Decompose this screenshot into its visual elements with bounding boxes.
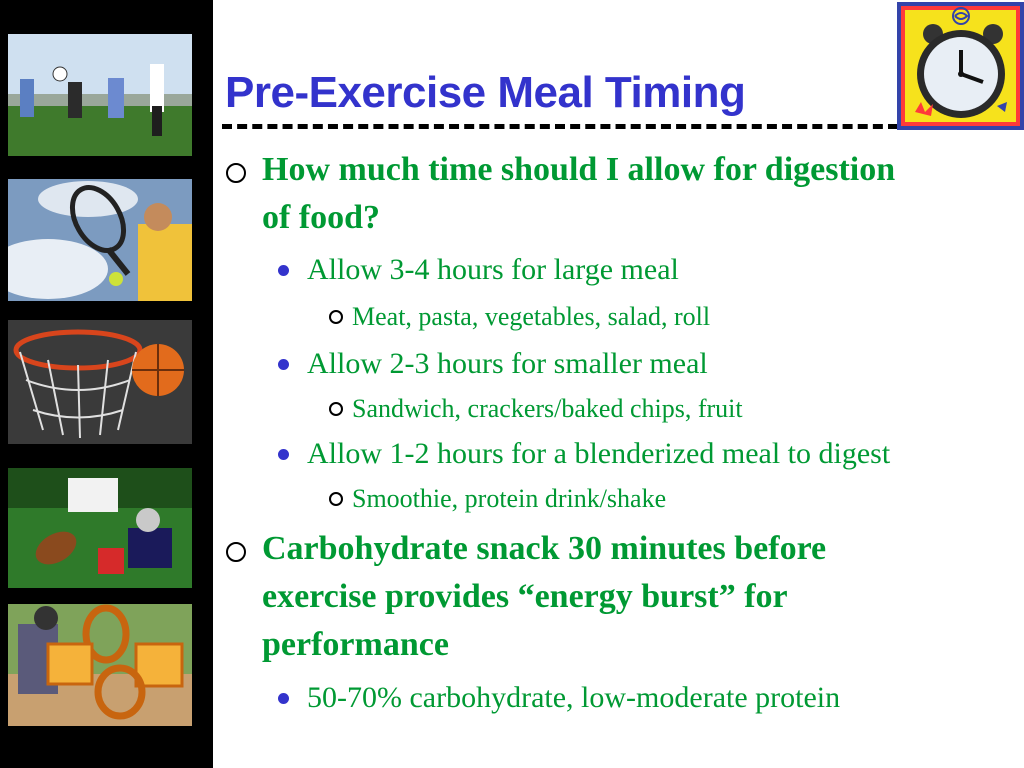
bullet-marker-hollow xyxy=(226,163,246,183)
slide-title: Pre-Exercise Meal Timing xyxy=(225,68,746,117)
bullet-digestion-question: How much time should I allow for digesti… xyxy=(262,146,895,242)
bullet-marker-dot xyxy=(278,359,289,370)
soccer-players-photo xyxy=(8,34,192,156)
bullet-carbohydrate-ratio: 50-70% carbohydrate, low-moderate protei… xyxy=(307,681,841,714)
bullet-marker-small-hollow xyxy=(329,492,343,506)
bullet-marker-small-hollow xyxy=(329,402,343,416)
bullet-blenderized-meal: Allow 1-2 hours for a blenderized meal t… xyxy=(307,437,891,470)
bullet-large-meal-examples: Meat, pasta, vegetables, salad, roll xyxy=(352,302,711,331)
bullet-marker-dot xyxy=(278,693,289,704)
photo-sidebar xyxy=(0,0,213,768)
tennis-player-photo xyxy=(8,179,192,301)
bullet-blenderized-examples: Smoothie, protein drink/shake xyxy=(352,484,667,513)
bullet-marker-dot xyxy=(278,265,289,276)
bullet-marker-small-hollow xyxy=(329,310,343,324)
football-players-photo xyxy=(8,468,192,588)
bullet-text-line: of food? xyxy=(262,199,381,236)
bullet-smaller-meal: Allow 2-3 hours for smaller meal xyxy=(307,347,708,380)
basketball-hoop-photo xyxy=(8,320,192,444)
bullet-text-line: exercise provides “energy burst” for xyxy=(262,578,788,615)
bullet-large-meal: Allow 3-4 hours for large meal xyxy=(307,253,679,286)
bullet-text-line: Carbohydrate snack 30 minutes before xyxy=(262,530,827,567)
title-divider xyxy=(222,124,898,129)
bullet-marker-dot xyxy=(278,449,289,460)
bullet-smaller-meal-examples: Sandwich, crackers/baked chips, fruit xyxy=(352,394,743,423)
alarm-clock-icon xyxy=(897,2,1024,130)
baseball-snacks-photo xyxy=(8,604,192,726)
bullet-marker-hollow xyxy=(226,542,246,562)
bullet-text-line: performance xyxy=(262,626,449,663)
bullet-carbohydrate-snack: Carbohydrate snack 30 minutes before exe… xyxy=(262,525,826,669)
bullet-text-line: How much time should I allow for digesti… xyxy=(262,151,896,188)
